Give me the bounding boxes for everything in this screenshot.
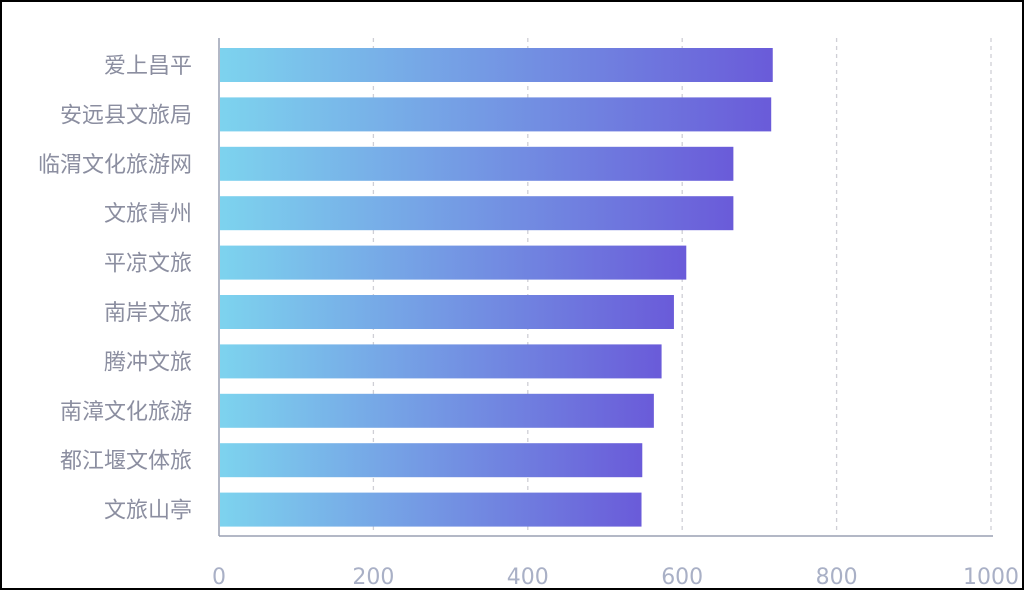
bars: [220, 48, 773, 527]
bar: [220, 492, 642, 527]
x-tick-label: 0: [212, 565, 226, 588]
bar: [220, 393, 654, 428]
bar: [220, 48, 773, 82]
bar: [220, 295, 674, 329]
category-label: 都江堰文体旅: [60, 449, 192, 474]
bar: [220, 97, 772, 132]
bar: [220, 344, 662, 379]
x-tick-label: 800: [816, 565, 858, 588]
category-label: 腾冲文旅: [104, 350, 192, 375]
x-tick-label: 600: [661, 565, 703, 588]
category-label: 南漳文化旅游: [60, 400, 192, 425]
category-labels: 爱上昌平安远县文旅局临渭文化旅游网文旅青州平凉文旅南岸文旅腾冲文旅南漳文化旅游都…: [38, 54, 192, 524]
category-label: 平凉文旅: [104, 252, 192, 277]
bar: [220, 196, 734, 231]
tick-labels: 0 200 400 600 800 1000: [212, 565, 1019, 588]
bar: [220, 146, 734, 181]
category-label: 安远县文旅局: [60, 103, 192, 128]
bar: [220, 443, 643, 478]
category-label: 南岸文旅: [104, 301, 192, 326]
category-label: 临渭文化旅游网: [38, 153, 192, 178]
category-label: 爱上昌平: [104, 54, 192, 79]
x-tick-label: 400: [507, 565, 549, 588]
axes: [218, 38, 993, 537]
category-label: 文旅青州: [104, 202, 192, 227]
category-label: 文旅山亭: [104, 499, 192, 524]
bar: [220, 245, 687, 280]
x-tick-label: 1000: [963, 565, 1019, 588]
x-tick-label: 200: [352, 565, 394, 588]
